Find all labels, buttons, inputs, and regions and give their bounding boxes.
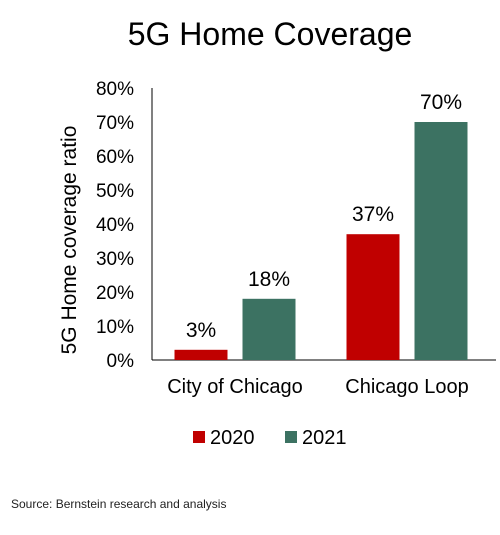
y-tick-label: 80%: [96, 79, 134, 100]
legend: 2020 2021: [193, 427, 347, 449]
bars: [174, 122, 468, 360]
legend-label: 2021: [302, 427, 347, 449]
bar-2020: [174, 349, 228, 360]
y-tick-label: 40%: [96, 215, 134, 236]
y-tick-label: 60%: [96, 147, 134, 168]
category-label: City of Chicago: [167, 376, 303, 398]
y-tick-label: 10%: [96, 317, 134, 338]
chart: 5G Home Coverage 5G Home coverage ratio …: [58, 16, 496, 449]
bar-2020: [346, 234, 400, 360]
legend-label: 2020: [210, 427, 255, 449]
legend-swatch-2021: [285, 431, 297, 443]
bar-2021: [414, 122, 468, 360]
data-labels: 3% 18% 37% 70%: [186, 91, 462, 342]
y-tick-label: 0%: [107, 351, 135, 372]
y-tick-label: 20%: [96, 283, 134, 304]
data-label: 37%: [352, 203, 394, 226]
chart-title: 5G Home Coverage: [128, 16, 413, 52]
y-ticks: 0% 10% 20% 30% 40% 50% 60% 70% 80%: [96, 79, 134, 372]
bar-2021: [242, 298, 296, 360]
category-labels: City of Chicago Chicago Loop: [167, 376, 469, 398]
y-tick-label: 70%: [96, 113, 134, 134]
y-tick-label: 50%: [96, 181, 134, 202]
data-label: 70%: [420, 91, 462, 114]
y-tick-label: 30%: [96, 249, 134, 270]
category-label: Chicago Loop: [345, 376, 468, 398]
data-label: 3%: [186, 319, 216, 342]
y-axis-label: 5G Home coverage ratio: [58, 126, 81, 355]
legend-swatch-2020: [193, 431, 205, 443]
data-label: 18%: [248, 268, 290, 291]
source-note: Source: Bernstein research and analysis: [11, 497, 227, 511]
